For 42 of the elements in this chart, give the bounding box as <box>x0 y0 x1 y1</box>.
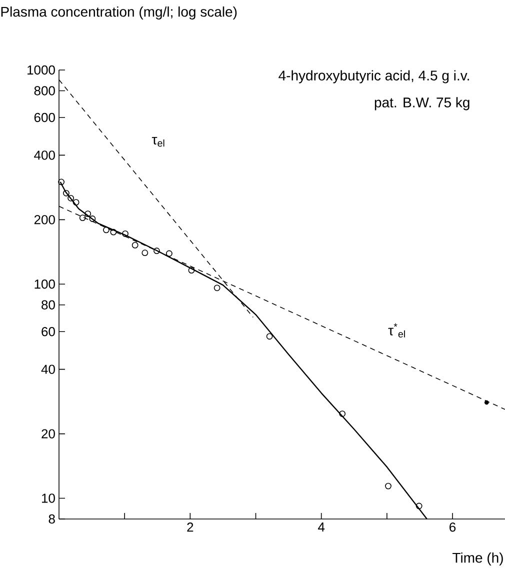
y-tick-label: 80 <box>42 300 55 310</box>
y-tick-label: 400 <box>34 150 55 160</box>
y-tick-label: 20 <box>42 429 55 438</box>
point <box>84 210 92 218</box>
point <box>385 482 392 490</box>
point <box>72 199 80 206</box>
x-tick-label: 6 <box>450 522 456 532</box>
y-tick-label: 800 <box>34 86 55 96</box>
point <box>68 194 74 202</box>
annotation: 4-hydroxybutyric acid, 4.5 g i.v. <box>278 70 469 84</box>
y-tick-label: 600 <box>34 112 55 122</box>
point <box>339 410 346 417</box>
y-tick-label: 1000 <box>28 65 55 75</box>
point <box>89 216 96 222</box>
point <box>110 228 117 236</box>
y-axis-title: Plasma concentration (mg/l; log scale) <box>1 6 237 20</box>
point <box>58 178 64 186</box>
point <box>266 333 273 340</box>
annotation: pat. B.W. 75 kg <box>374 97 470 110</box>
x-tick-label: 2 <box>187 522 194 532</box>
point <box>154 248 160 254</box>
point <box>79 214 86 222</box>
y-tick-label: 60 <box>42 327 55 336</box>
point <box>103 226 110 234</box>
x-tick-label: 4 <box>318 522 325 532</box>
y-tick-label: 40 <box>41 364 55 374</box>
annotation: τ$^{*}$el <box>388 323 405 338</box>
point <box>416 502 422 510</box>
point <box>142 250 148 256</box>
y-tick-label: 100 <box>34 280 55 289</box>
y-tick-label: 200 <box>34 215 55 224</box>
point <box>63 190 70 196</box>
annotation: τ$_{el}$ <box>152 137 164 147</box>
point <box>484 400 489 405</box>
point <box>122 230 128 237</box>
y-tick-label: 10 <box>42 494 55 503</box>
point <box>214 284 220 292</box>
point <box>132 242 138 248</box>
x-axis-title: Time (h) <box>452 552 503 566</box>
y-tick-label: 8 <box>48 514 55 524</box>
point <box>166 250 172 257</box>
point <box>188 267 195 274</box>
